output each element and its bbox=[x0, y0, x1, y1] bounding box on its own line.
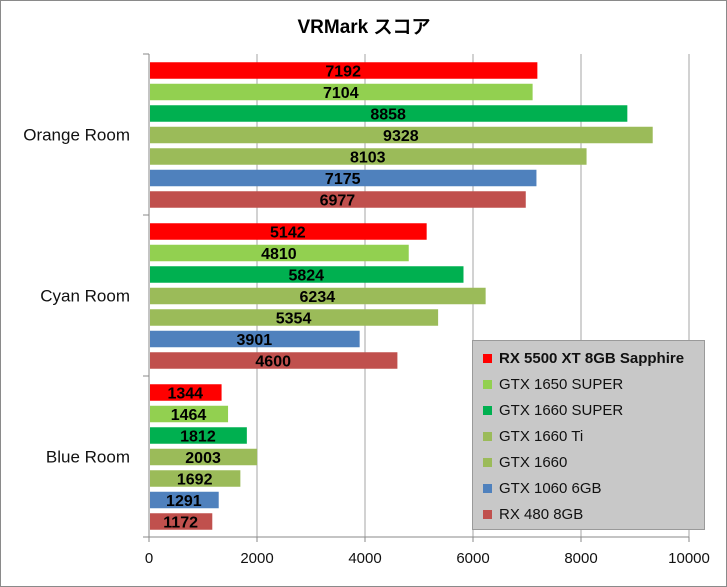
bar-0-3 bbox=[150, 126, 653, 144]
value-label-0-4: 8103 bbox=[350, 150, 386, 167]
legend-label-6: RX 480 8GB bbox=[499, 505, 584, 523]
legend-swatch-5 bbox=[483, 483, 492, 493]
bar-0-1 bbox=[150, 83, 533, 101]
bar-0-5 bbox=[150, 169, 537, 187]
value-label-0-0: 7192 bbox=[325, 64, 361, 81]
x-tick-label-2: 4000 bbox=[348, 550, 381, 567]
x-tick-label-1: 2000 bbox=[240, 550, 273, 567]
legend-swatch-6 bbox=[483, 509, 492, 519]
value-label-2-4: 1692 bbox=[177, 472, 213, 489]
legend-label-4: GTX 1660 bbox=[499, 453, 568, 471]
bar-1-5 bbox=[150, 330, 360, 348]
legend-swatch-4 bbox=[483, 457, 492, 467]
bars bbox=[150, 62, 653, 530]
legend-item-6: RX 480 8GB bbox=[483, 504, 583, 524]
legend: RX 5500 XT 8GB Sapphire GTX 1650 SUPER GTX… bbox=[472, 340, 705, 530]
value-label-1-6: 4600 bbox=[255, 354, 291, 371]
category-label-2: Blue Room bbox=[46, 448, 130, 467]
value-label-0-1: 7104 bbox=[323, 85, 359, 102]
bar-2-1 bbox=[150, 405, 229, 423]
bar-0-6 bbox=[150, 191, 526, 208]
value-label-0-6: 6977 bbox=[320, 193, 356, 210]
value-label-2-5: 1291 bbox=[166, 493, 202, 510]
legend-item-2: GTX 1660 SUPER bbox=[483, 400, 623, 420]
bar-2-4 bbox=[150, 470, 241, 487]
legend-item-5: GTX 1060 6GB bbox=[483, 478, 602, 498]
legend-label-1: GTX 1650 SUPER bbox=[499, 375, 624, 393]
bar-0-0 bbox=[150, 62, 538, 79]
legend-swatch-2 bbox=[483, 405, 492, 415]
value-labels: 7192 7104 8858 9328 8103 7175 6977 5142 4810 5824… bbox=[163, 64, 418, 532]
axes bbox=[143, 53, 689, 538]
value-label-1-0: 5142 bbox=[270, 225, 306, 242]
legend-label-0: RX 5500 XT 8GB Sapphire bbox=[499, 349, 685, 367]
chart-title: VRMark スコア bbox=[297, 17, 430, 38]
bar-1-0 bbox=[150, 223, 427, 240]
value-label-2-2: 1812 bbox=[180, 429, 216, 446]
tick-labels: 0 2000 4000 6000 8000 10000 bbox=[145, 550, 710, 567]
bar-1-2 bbox=[150, 266, 464, 283]
category-labels: Orange Room Cyan Room Blue Room bbox=[23, 126, 130, 467]
bar-2-3 bbox=[150, 448, 258, 466]
legend-item-1: GTX 1650 SUPER bbox=[483, 374, 623, 394]
x-tick-label-5: 10000 bbox=[668, 550, 710, 567]
legend-swatch-0 bbox=[483, 353, 492, 363]
x-tick-label-0: 0 bbox=[145, 550, 153, 567]
legend-item-0: RX 5500 XT 8GB Sapphire bbox=[483, 348, 684, 368]
value-label-0-5: 7175 bbox=[325, 171, 361, 188]
category-label-1: Cyan Room bbox=[40, 287, 130, 306]
category-label-0: Orange Room bbox=[23, 126, 130, 145]
bar-2-0 bbox=[150, 384, 222, 401]
bar-1-1 bbox=[150, 244, 409, 262]
value-label-1-4: 5354 bbox=[276, 311, 312, 328]
legend-item-4: GTX 1660 bbox=[483, 452, 567, 472]
bar-1-4 bbox=[150, 309, 439, 326]
value-label-0-3: 9328 bbox=[383, 128, 419, 145]
bar-0-4 bbox=[150, 148, 587, 165]
legend-swatch-3 bbox=[483, 431, 492, 441]
legend-swatch-1 bbox=[483, 379, 492, 389]
value-label-1-1: 4810 bbox=[261, 246, 297, 263]
bar-1-6 bbox=[150, 352, 398, 369]
value-label-0-2: 8858 bbox=[370, 107, 406, 124]
value-label-1-5: 3901 bbox=[237, 332, 273, 349]
bar-2-2 bbox=[150, 427, 247, 444]
value-label-2-0: 1344 bbox=[167, 386, 203, 403]
bar-2-6 bbox=[150, 513, 213, 530]
legend-label-5: GTX 1060 6GB bbox=[499, 479, 602, 497]
bar-0-2 bbox=[150, 105, 628, 122]
legend-item-3: GTX 1660 Ti bbox=[483, 426, 583, 446]
legend-label-2: GTX 1660 SUPER bbox=[499, 401, 624, 419]
value-label-2-1: 1464 bbox=[171, 407, 207, 424]
value-label-2-6: 1172 bbox=[163, 515, 198, 532]
bar-1-3 bbox=[150, 287, 486, 305]
x-tick-label-4: 8000 bbox=[564, 550, 597, 567]
x-tick-label-3: 6000 bbox=[456, 550, 489, 567]
legend-label-3: GTX 1660 Ti bbox=[499, 427, 584, 445]
bar-2-5 bbox=[150, 491, 219, 509]
value-label-1-2: 5824 bbox=[288, 268, 324, 285]
value-label-1-3: 6234 bbox=[300, 289, 336, 306]
value-label-2-3: 2003 bbox=[185, 450, 221, 467]
